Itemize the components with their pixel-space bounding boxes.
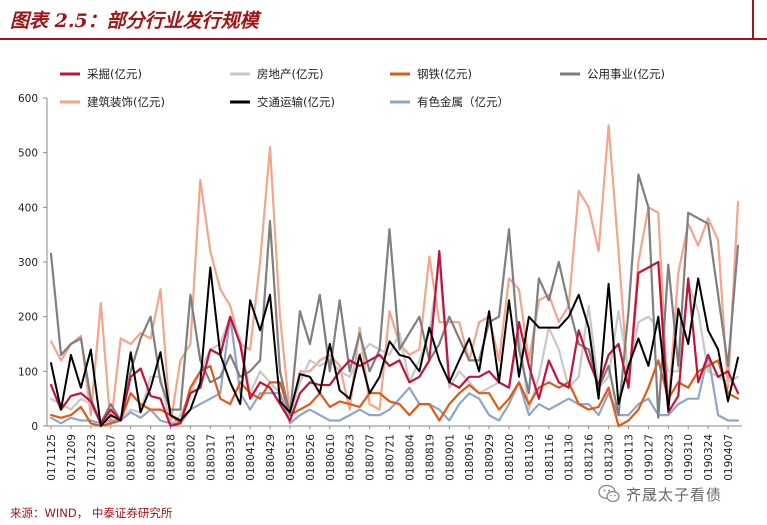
- y-tick-label: 400: [18, 202, 38, 214]
- x-tick-label: 20180707: [365, 434, 377, 482]
- legend-label: 交通运输(亿元): [257, 95, 335, 109]
- series-line-6: [49, 315, 740, 425]
- watermark-text: 齐晟太子看债: [626, 486, 723, 504]
- x-tick-label: 20190324: [703, 434, 715, 482]
- y-tick-label: 600: [18, 93, 38, 105]
- x-tick-label: 20180302: [185, 434, 197, 482]
- x-tick-label: 20181020: [504, 434, 516, 482]
- y-tick-label: 0: [31, 421, 38, 433]
- x-tick-label: 20180804: [404, 434, 416, 482]
- series-line-0: [49, 250, 740, 428]
- title-bar: 图表 2.5：部分行业发行规模: [0, 0, 767, 40]
- x-tick-label: 20190407: [723, 434, 735, 482]
- x-tick-label: 20180901: [444, 434, 456, 482]
- x-tick-label: 20180107: [106, 434, 118, 482]
- series-line-5: [50, 266, 739, 427]
- legend-label: 有色金属（亿元）: [417, 95, 509, 109]
- x-tick-label: 20180929: [484, 434, 496, 482]
- x-tick-label: 20180120: [126, 434, 138, 482]
- x-tick-label: 20171125: [46, 434, 58, 482]
- x-tick-label: 20180819: [424, 434, 436, 482]
- x-tick-label: 20180331: [225, 434, 237, 482]
- x-tick-label: 20180916: [464, 434, 476, 482]
- page-title: 图表 2.5：部分行业发行规模: [10, 10, 259, 32]
- x-tick-label: 20180513: [285, 434, 297, 482]
- title-corner-line: [752, 0, 754, 38]
- x-tick-label: 20180202: [146, 434, 158, 482]
- legend-label: 公用事业(亿元): [587, 67, 665, 81]
- x-tick-label: 20180610: [325, 434, 337, 482]
- x-tick-label: 20181230: [604, 434, 616, 482]
- legend-label: 钢铁(亿元): [417, 67, 472, 81]
- x-tick-label: 20180429: [265, 434, 277, 482]
- x-tick-label: 20181116: [544, 434, 556, 482]
- x-tick-label: 20180526: [305, 434, 317, 482]
- x-tick-label: 20180623: [345, 434, 357, 482]
- x-tick-label: 20180317: [205, 434, 217, 482]
- y-tick-label: 300: [18, 257, 38, 269]
- x-tick-label: 20180218: [165, 434, 177, 482]
- x-tick-label: 20181103: [524, 434, 536, 482]
- x-tick-label: 20190223: [663, 434, 675, 482]
- x-tick-label: 20190310: [683, 434, 695, 482]
- x-tick-label: 20171223: [86, 434, 98, 482]
- series-line-2: [49, 359, 740, 428]
- series-line-1: [49, 260, 740, 428]
- x-tick-label: 20180413: [245, 434, 257, 482]
- source-note: 来源：WIND， 中泰证券研究所: [10, 506, 173, 520]
- x-tick-label: 20190113: [623, 434, 635, 482]
- x-tick-label: 20181216: [584, 434, 596, 482]
- legend-label: 建筑装饰(亿元): [87, 95, 165, 109]
- industry-issuance-line-chart: 0 100 200 300 400 500 600 20171125 20171209 20171…: [18, 67, 742, 482]
- y-tick-label: 500: [18, 148, 38, 160]
- y-tick-label: 200: [18, 312, 38, 324]
- legend-label: 房地产(亿元): [257, 67, 323, 81]
- x-tick-label: 20171209: [66, 434, 78, 482]
- x-tick-label: 20190127: [643, 434, 655, 482]
- x-tick-label: 20181130: [564, 434, 576, 482]
- series-line-4: [49, 124, 740, 428]
- wechat-icon: [598, 484, 620, 503]
- y-tick-label: 100: [18, 366, 38, 378]
- legend-label: 采掘(亿元): [87, 67, 142, 81]
- watermark: 齐晟太子看债: [598, 484, 763, 506]
- x-tick-label: 20180721: [385, 434, 397, 482]
